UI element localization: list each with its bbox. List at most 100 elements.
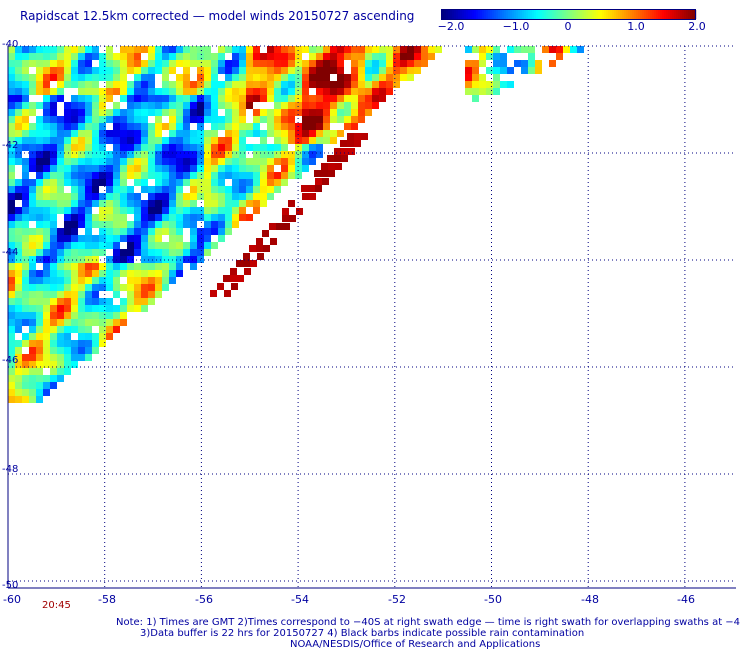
- wind-cell: [8, 158, 15, 165]
- wind-cell: [358, 74, 365, 81]
- wind-cell: [169, 130, 176, 137]
- wind-cell: [323, 102, 330, 109]
- wind-cell: [274, 60, 281, 67]
- wind-cell: [113, 214, 120, 221]
- wind-cell: [148, 74, 155, 81]
- wind-cell: [309, 116, 316, 123]
- wind-cell: [183, 172, 190, 179]
- wind-cell: [288, 74, 295, 81]
- wind-cell: [43, 235, 50, 242]
- wind-cell: [22, 165, 29, 172]
- wind-cell: [155, 186, 162, 193]
- wind-cell: [15, 305, 22, 312]
- wind-cell: [113, 116, 120, 123]
- wind-cell: [197, 46, 204, 53]
- lat-label: -46: [2, 355, 19, 366]
- wind-cell: [197, 214, 204, 221]
- wind-cell: [141, 46, 148, 53]
- wind-cell: [246, 200, 253, 207]
- wind-cell: [414, 67, 421, 74]
- wind-cell: [190, 179, 197, 186]
- wind-cell: [22, 242, 29, 249]
- wind-cell: [120, 214, 127, 221]
- wind-cell: [246, 88, 253, 95]
- wind-cell: [127, 88, 134, 95]
- wind-cell: [127, 137, 134, 144]
- wind-cell: [260, 74, 267, 81]
- wind-cell: [99, 333, 106, 340]
- wind-cell: [176, 137, 183, 144]
- wind-cell: [134, 221, 141, 228]
- wind-cell: [274, 172, 281, 179]
- wind-cell: [64, 102, 71, 109]
- wind-cell: [183, 102, 190, 109]
- wind-cell: [148, 172, 155, 179]
- wind-cell: [309, 60, 316, 67]
- wind-cell: [169, 263, 176, 270]
- wind-cell: [78, 193, 85, 200]
- wind-cell: [253, 67, 260, 74]
- wind-cell: [85, 60, 92, 67]
- wind-cell: [302, 116, 309, 123]
- wind-cell: [64, 354, 71, 361]
- wind-cell: [22, 298, 29, 305]
- wind-cell: [64, 305, 71, 312]
- wind-cell: [85, 340, 92, 347]
- wind-cell: [78, 207, 85, 214]
- wind-cell: [211, 200, 218, 207]
- wind-cell: [71, 284, 78, 291]
- wind-cell: [36, 221, 43, 228]
- wind-cell: [246, 158, 253, 165]
- wind-cell: [393, 74, 400, 81]
- wind-cell: [57, 298, 64, 305]
- wind-cell: [328, 170, 335, 177]
- wind-cell: [253, 144, 260, 151]
- wind-cell: [50, 200, 57, 207]
- wind-cell: [57, 60, 64, 67]
- colorbar-cell: [548, 10, 551, 19]
- wind-cell: [22, 193, 29, 200]
- wind-cell: [134, 200, 141, 207]
- wind-cell: [169, 249, 176, 256]
- wind-cell: [43, 109, 50, 116]
- wind-cell: [22, 102, 29, 109]
- wind-cell: [344, 123, 351, 130]
- wind-cell: [162, 109, 169, 116]
- wind-cell: [71, 277, 78, 284]
- wind-cell: [36, 60, 43, 67]
- colorbar-cell: [690, 10, 693, 19]
- wind-cell: [183, 60, 190, 67]
- wind-cell: [218, 207, 225, 214]
- wind-cell: [64, 116, 71, 123]
- wind-cell: [204, 88, 211, 95]
- wind-cell: [92, 214, 99, 221]
- wind-cell: [204, 200, 211, 207]
- wind-cell: [43, 158, 50, 165]
- wind-cell: [85, 228, 92, 235]
- wind-cell: [8, 375, 15, 382]
- wind-cell: [29, 186, 36, 193]
- wind-cell: [267, 60, 274, 67]
- wind-cell: [15, 235, 22, 242]
- wind-cell: [29, 361, 36, 368]
- wind-cell: [8, 207, 15, 214]
- wind-cell: [183, 214, 190, 221]
- wind-cell: [472, 81, 479, 88]
- wind-cell: [183, 74, 190, 81]
- wind-cell: [211, 172, 218, 179]
- colorbar-cell: [622, 10, 625, 19]
- wind-cell: [64, 368, 71, 375]
- wind-cell: [127, 116, 134, 123]
- wind-cell: [169, 228, 176, 235]
- wind-cell: [120, 46, 127, 53]
- wind-cell: [162, 284, 169, 291]
- wind-cell: [85, 221, 92, 228]
- lon-label: -50: [484, 593, 502, 606]
- wind-cell: [244, 268, 251, 275]
- wind-cell: [232, 74, 239, 81]
- wind-cell: [190, 172, 197, 179]
- wind-cell: [57, 179, 64, 186]
- wind-cell: [309, 67, 316, 74]
- wind-cell: [295, 109, 302, 116]
- wind-cell: [99, 151, 106, 158]
